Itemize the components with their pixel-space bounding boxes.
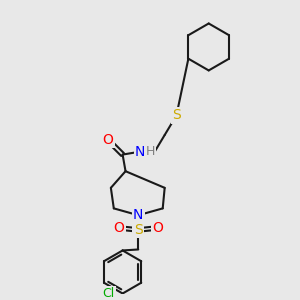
Text: O: O	[152, 221, 163, 235]
Text: O: O	[103, 133, 113, 147]
Text: N: N	[133, 208, 143, 222]
Text: S: S	[172, 108, 181, 122]
Text: N: N	[135, 145, 146, 159]
Text: S: S	[134, 223, 142, 237]
Text: O: O	[113, 221, 124, 235]
Text: Cl: Cl	[103, 287, 115, 300]
Text: H: H	[145, 145, 155, 158]
